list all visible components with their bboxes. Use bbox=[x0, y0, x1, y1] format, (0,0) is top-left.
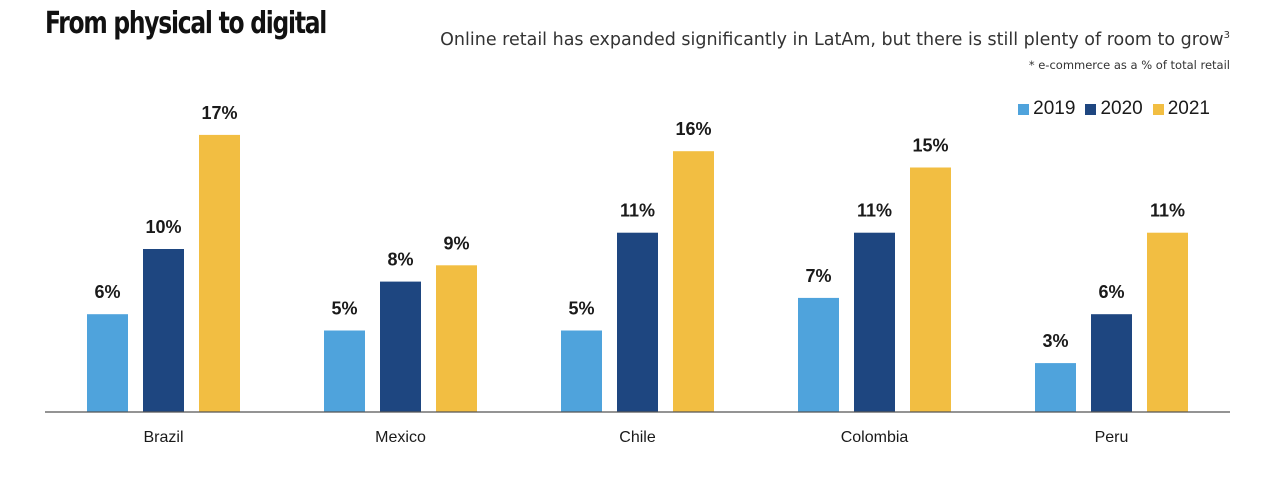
bar-brazil-2019 bbox=[87, 314, 128, 412]
data-label-brazil-2019: 6% bbox=[94, 282, 120, 302]
category-label-colombia: Colombia bbox=[841, 429, 909, 446]
bar-colombia-2021 bbox=[910, 167, 951, 412]
legend-label-2019: 2019 bbox=[1033, 98, 1076, 119]
data-label-peru-2021: 11% bbox=[1150, 201, 1185, 221]
chart-subtitle: Online retail has expanded significantly… bbox=[440, 30, 1230, 50]
legend-item-2021: 2021 bbox=[1152, 98, 1210, 120]
chart-title: From physical to digital bbox=[45, 6, 327, 41]
subtitle-text: Online retail has expanded significantly… bbox=[440, 30, 1224, 50]
bar-chile-2019 bbox=[561, 330, 602, 412]
data-label-peru-2020: 6% bbox=[1098, 282, 1124, 302]
category-label-peru: Peru bbox=[1095, 429, 1129, 446]
chart-legend: 2019 2020 2021 bbox=[1018, 98, 1210, 120]
legend-swatch-2021 bbox=[1152, 103, 1164, 115]
legend-item-2020: 2020 bbox=[1085, 98, 1143, 120]
chart-note: * e-commerce as a % of total retail bbox=[1028, 58, 1230, 72]
footnote-marker: 3 bbox=[1223, 30, 1230, 42]
bar-peru-2019 bbox=[1035, 363, 1076, 412]
bar-colombia-2020 bbox=[854, 232, 895, 412]
bar-colombia-2019 bbox=[798, 297, 839, 412]
data-label-chile-2020: 11% bbox=[620, 201, 655, 221]
bar-mexico-2019 bbox=[324, 330, 365, 412]
data-label-mexico-2020: 8% bbox=[387, 250, 413, 270]
bar-mexico-2020 bbox=[380, 281, 421, 412]
legend-swatch-2020 bbox=[1085, 103, 1097, 115]
data-label-chile-2021: 16% bbox=[675, 119, 711, 139]
legend-item-2019: 2019 bbox=[1018, 98, 1075, 120]
data-label-chile-2019: 5% bbox=[568, 299, 594, 319]
data-label-mexico-2019: 5% bbox=[331, 299, 357, 319]
bars-group: 6% 10% 17% Brazil 5% 8% 9% Mexico 5% 11% 16% Chile 7… bbox=[87, 103, 1188, 446]
bar-chile-2021 bbox=[673, 151, 714, 412]
data-label-mexico-2021: 9% bbox=[443, 233, 469, 253]
category-label-brazil: Brazil bbox=[143, 429, 183, 446]
data-label-peru-2019: 3% bbox=[1042, 331, 1068, 351]
bar-peru-2020 bbox=[1091, 314, 1132, 412]
bar-brazil-2021 bbox=[199, 134, 240, 412]
data-label-colombia-2021: 15% bbox=[912, 136, 948, 156]
legend-swatch-2019 bbox=[1018, 103, 1030, 115]
category-label-chile: Chile bbox=[619, 429, 656, 446]
data-label-colombia-2020: 11% bbox=[857, 201, 892, 221]
data-label-brazil-2021: 17% bbox=[201, 103, 237, 123]
bar-chile-2020 bbox=[617, 232, 658, 412]
legend-label-2020: 2020 bbox=[1100, 98, 1143, 119]
legend-label-2021: 2021 bbox=[1167, 98, 1210, 119]
data-label-colombia-2019: 7% bbox=[805, 266, 831, 286]
data-label-brazil-2020: 10% bbox=[145, 217, 181, 237]
bar-peru-2021 bbox=[1147, 232, 1188, 412]
bar-brazil-2020 bbox=[143, 249, 184, 412]
category-label-mexico: Mexico bbox=[375, 429, 426, 446]
bar-mexico-2021 bbox=[436, 265, 477, 412]
